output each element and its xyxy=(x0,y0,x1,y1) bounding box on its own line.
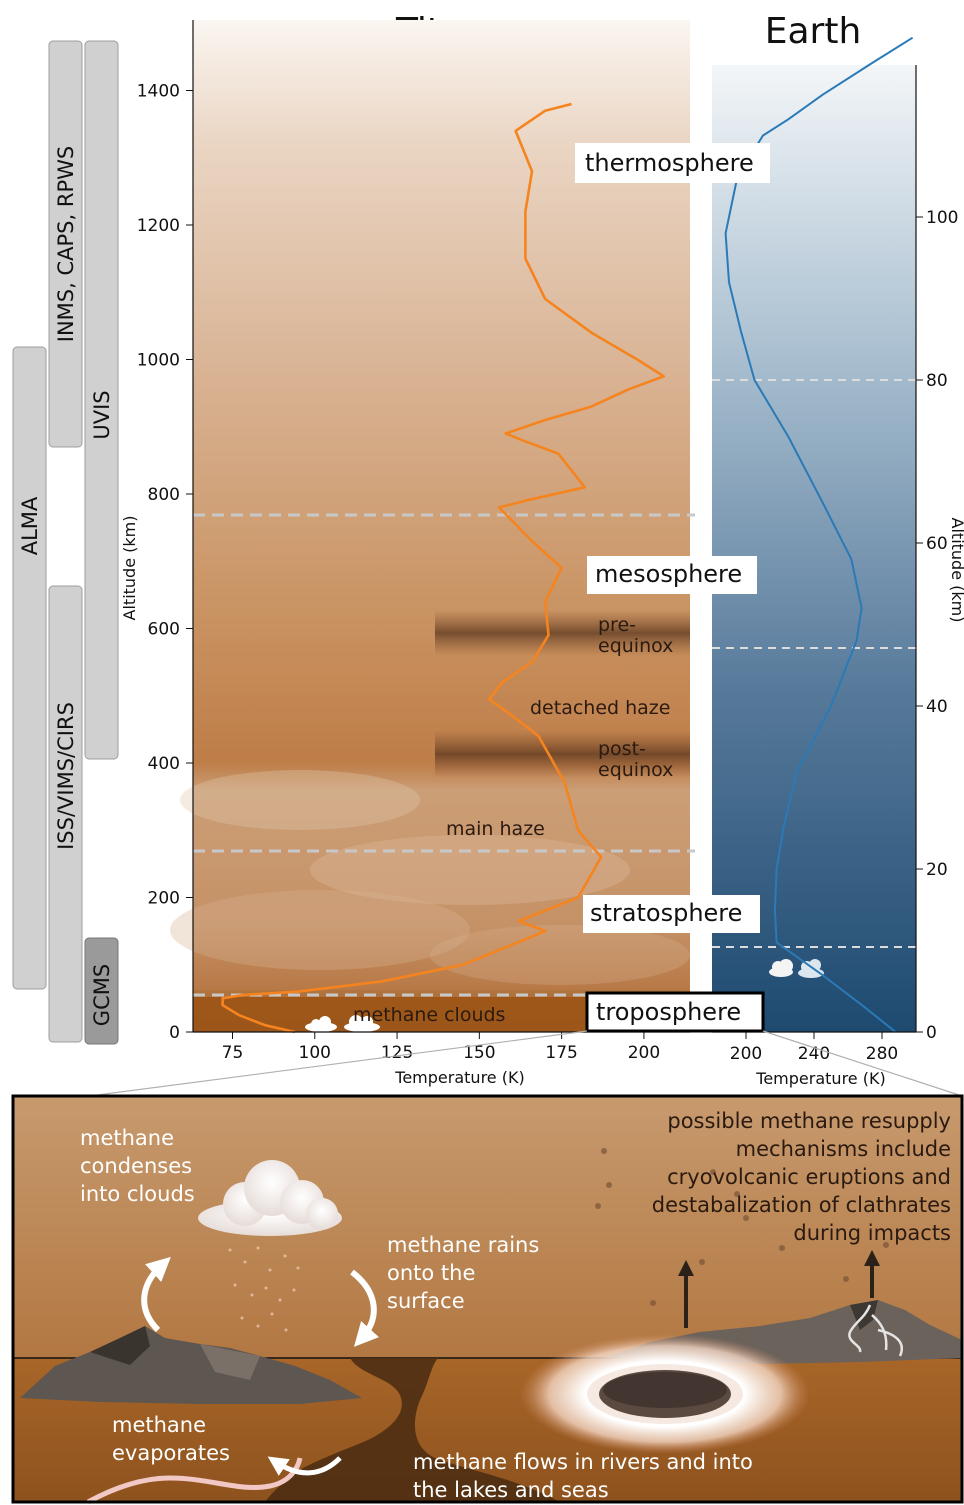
pre-equinox-band xyxy=(435,610,690,656)
layer-labels: thermosphere mesosphere stratosphere tro… xyxy=(575,143,770,1033)
haze-annotations: pre- equinox detached haze post- equinox… xyxy=(353,614,673,1026)
titan-x-axis-label: Temperature (K) xyxy=(394,1068,524,1087)
evaporates-arrow xyxy=(267,1456,342,1476)
condenses-text-1: methane xyxy=(80,1126,174,1150)
resupply-text-5: during impacts xyxy=(793,1221,951,1245)
instrument-label-iss: ISS/VIMS/CIRS xyxy=(54,702,78,850)
instrument-bar-inms xyxy=(48,40,83,448)
rain-arrow-down xyxy=(350,1269,379,1347)
instrument-bars: INMS, CAPS, RPWS UVIS ALMA ISS/VIMS/CIRS… xyxy=(12,40,119,1045)
methane-cloud-icons xyxy=(305,1015,380,1032)
instrument-label-uvis: UVIS xyxy=(90,390,114,439)
titan-y-tick-label: 1400 xyxy=(137,82,180,102)
earth-y-axis: 0 20 40 60 80 100 Altitude (km) xyxy=(915,65,964,1043)
rains-text-1: methane rains xyxy=(387,1233,539,1257)
titan-x-tick-label: 100 xyxy=(299,1043,331,1063)
methane-clouds-label: methane clouds xyxy=(353,1004,505,1026)
titan-y-tick-label: 400 xyxy=(148,754,180,774)
rains-text-2: onto the xyxy=(387,1261,475,1285)
titan-y-axis: 0 200 400 600 800 1000 1200 1400 Altitude (km) xyxy=(120,20,194,1043)
titan-x-axis: 75 100 125 150 175 200 Temperature (K) xyxy=(193,1031,690,1087)
condenses-text-2: condenses xyxy=(80,1154,192,1178)
earth-y-tick-label: 0 xyxy=(926,1023,937,1043)
earth-x-tick-label: 200 xyxy=(730,1044,762,1064)
instrument-label-inms: INMS, CAPS, RPWS xyxy=(54,146,78,342)
titan-y-axis-label: Altitude (km) xyxy=(120,516,139,621)
earth-title: Earth xyxy=(765,11,862,52)
earth-temperature-profile xyxy=(724,36,914,1033)
post-equinox-label-2: equinox xyxy=(598,759,673,781)
post-equinox-band xyxy=(435,730,690,778)
rain-drops xyxy=(228,1246,300,1332)
evaporation-arrow-up xyxy=(141,1256,171,1333)
titan-y-tick-label: 0 xyxy=(169,1023,180,1043)
rain-cloud xyxy=(198,1160,342,1236)
flows-text-2: the lakes and seas xyxy=(413,1478,609,1502)
titan-x-tick-label: 150 xyxy=(463,1043,495,1063)
earth-y-tick-label: 40 xyxy=(926,697,948,717)
pre-equinox-label-2: equinox xyxy=(598,635,673,657)
condenses-text-3: into clouds xyxy=(80,1182,195,1206)
earth-cloud-icons xyxy=(769,959,824,978)
instrument-label-gcms: GCMS xyxy=(90,964,114,1026)
troposphere-label: troposphere xyxy=(596,998,741,1026)
earth-y-tick-label: 60 xyxy=(926,534,948,554)
stratosphere-label: stratosphere xyxy=(590,899,742,927)
evaporates-text-1: methane xyxy=(112,1413,206,1437)
rains-text-3: surface xyxy=(387,1289,465,1313)
instrument-bar-alma xyxy=(12,346,47,990)
instrument-bar-iss xyxy=(48,585,83,1043)
zoom-connectors xyxy=(89,1030,963,1097)
earth-x-tick-label: 280 xyxy=(866,1044,898,1064)
titan-y-tick-label: 1200 xyxy=(137,216,180,236)
river-evaporation-stream xyxy=(86,1457,303,1505)
impact-crater xyxy=(520,1334,810,1454)
titan-x-tick-label: 125 xyxy=(381,1043,413,1063)
titan-x-tick-label: 175 xyxy=(545,1043,577,1063)
main-haze-label: main haze xyxy=(446,818,545,840)
instrument-bar-uvis xyxy=(84,40,119,760)
mesosphere-label: mesosphere xyxy=(595,560,742,588)
titan-x-tick-label: 75 xyxy=(222,1043,244,1063)
resupply-text-1: possible methane resupply xyxy=(667,1109,951,1133)
titan-temperature-profile xyxy=(221,102,665,1034)
earth-y-tick-label: 80 xyxy=(926,371,948,391)
instrument-bar-gcms xyxy=(84,937,119,1045)
resupply-text-2: mechanisms include xyxy=(736,1137,951,1161)
flows-text-1: methane flows in rivers and into xyxy=(413,1450,753,1474)
volcano-lava-streak xyxy=(848,1304,904,1357)
evaporates-text-2: evaporates xyxy=(112,1441,230,1465)
resupply-text-4: destabalization of clathrates xyxy=(652,1193,951,1217)
main-haze-layer xyxy=(170,762,690,997)
post-equinox-label-1: post- xyxy=(598,738,646,760)
river-channel xyxy=(265,1358,560,1502)
titan-y-tick-label: 800 xyxy=(148,485,180,505)
detached-haze-label: detached haze xyxy=(530,697,670,719)
instrument-label-alma: ALMA xyxy=(18,496,42,555)
titan-y-tick-label: 200 xyxy=(148,889,180,909)
pre-equinox-label-1: pre- xyxy=(598,614,636,636)
earth-layer-boundaries xyxy=(712,379,916,948)
ejecta-particles xyxy=(595,1148,889,1306)
methane-cycle-panel: methane condenses into clouds methane ra… xyxy=(11,1094,964,1505)
thermosphere-label: thermosphere xyxy=(585,149,754,177)
earth-x-axis-label: Temperature (K) xyxy=(755,1069,885,1088)
titan-x-tick-label: 200 xyxy=(628,1043,660,1063)
titan-y-tick-label: 600 xyxy=(148,620,180,640)
earth-y-tick-label: 20 xyxy=(926,860,948,880)
titan-y-tick-label: 1000 xyxy=(137,351,180,371)
resupply-text-3: cryovolcanic eruptions and xyxy=(667,1165,951,1189)
earth-y-tick-label: 100 xyxy=(926,208,958,228)
earth-background xyxy=(712,65,916,1032)
earth-x-axis: 200 240 280 Temperature (K) xyxy=(712,1031,916,1088)
earth-x-tick-label: 240 xyxy=(798,1044,830,1064)
earth-y-axis-label: Altitude (km) xyxy=(948,518,964,623)
